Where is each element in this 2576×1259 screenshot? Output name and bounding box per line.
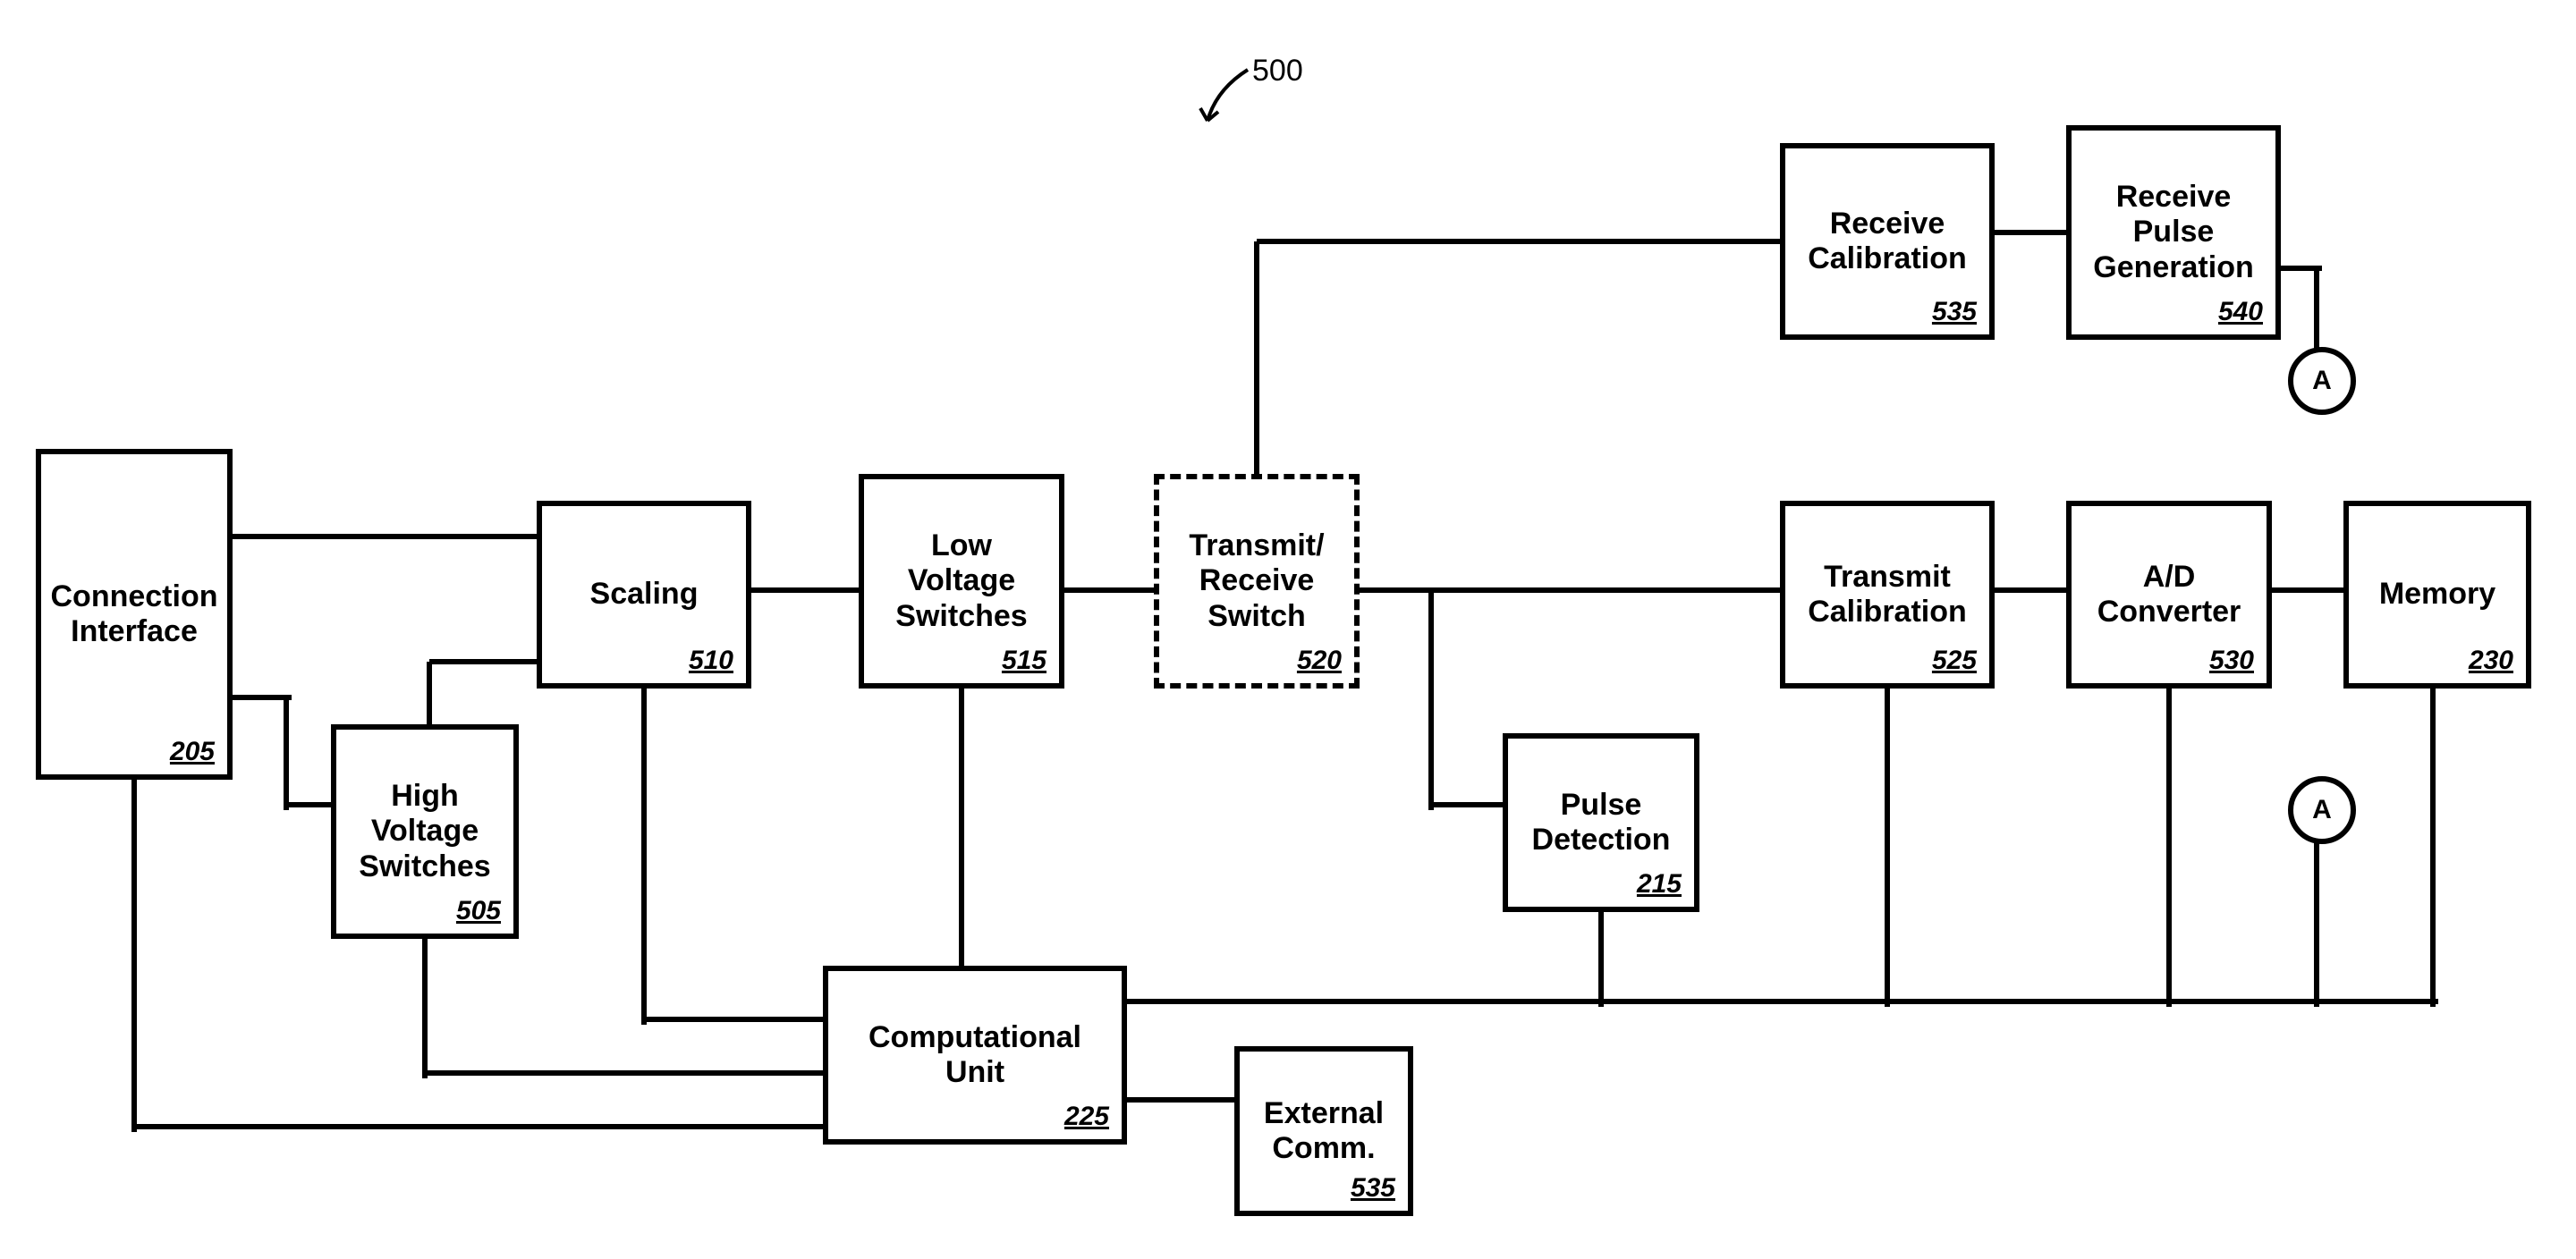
edge-segment	[644, 1017, 828, 1022]
edge-segment	[1254, 241, 1259, 479]
edge-segment	[2314, 268, 2319, 352]
edge-segment	[1360, 587, 1785, 593]
block-scaling: Scaling 510	[537, 501, 751, 689]
block-ref: 530	[2209, 646, 2254, 676]
edge-segment	[422, 939, 428, 1078]
block-ref: 535	[1932, 297, 1977, 327]
figure-label-arrow	[1167, 63, 1275, 143]
edge-segment	[1995, 230, 2072, 235]
block-ref: 525	[1932, 646, 1977, 676]
block-label: Transmit Calibration	[1808, 560, 1967, 630]
block-label: Scaling	[590, 577, 699, 612]
block-ref: 520	[1297, 646, 1342, 676]
edge-segment	[1064, 587, 1159, 593]
edge-segment	[233, 534, 542, 539]
block-label: Pulse Detection	[1532, 788, 1671, 858]
block-low_voltage: Low Voltage Switches 515	[859, 474, 1064, 689]
edge-segment	[286, 802, 336, 807]
block-ad_converter: A/D Converter 530	[2066, 501, 2272, 689]
block-ref: 205	[170, 737, 215, 767]
block-ref: 535	[1351, 1173, 1395, 1204]
block-connection_interface: Connection Interface 205	[36, 449, 233, 780]
block-label: Connection Interface	[51, 579, 218, 649]
edge-segment	[284, 697, 289, 810]
edge-segment	[1257, 239, 1785, 244]
block-label: Memory	[2379, 577, 2496, 612]
block-label: External Comm.	[1264, 1096, 1384, 1166]
block-ref: 225	[1064, 1102, 1109, 1132]
block-label: High Voltage Switches	[359, 779, 490, 883]
block-label: Receive Calibration	[1808, 207, 1967, 276]
block-ref: 510	[689, 646, 733, 676]
block-external_comm: External Comm. 535	[1234, 1046, 1413, 1216]
edge-segment	[959, 689, 964, 971]
edge-segment	[134, 1124, 828, 1129]
edge-segment	[1885, 689, 1890, 1007]
block-receive_pulse_gen: Receive Pulse Generation 540	[2066, 125, 2281, 340]
block-ref: 230	[2469, 646, 2513, 676]
edge-segment	[1127, 999, 2438, 1004]
connector-label: A	[2312, 795, 2332, 825]
edge-segment	[425, 1070, 828, 1076]
edge-segment	[2272, 587, 2349, 593]
block-receive_calibration: Receive Calibration 535	[1780, 143, 1995, 340]
block-ref: 505	[456, 896, 501, 926]
block-memory: Memory 230	[2343, 501, 2531, 689]
edge-segment	[2430, 689, 2436, 1007]
block-computational_unit: Computational Unit 225	[823, 966, 1127, 1145]
edge-segment	[427, 662, 432, 730]
block-label: Receive Pulse Generation	[2093, 180, 2253, 284]
edge-segment	[1995, 587, 2072, 593]
connector-label: A	[2312, 366, 2332, 396]
edge-segment	[1127, 1097, 1240, 1103]
edge-segment	[641, 689, 647, 1025]
block-label: A/D Converter	[2097, 560, 2241, 630]
block-tx_rx_switch: Transmit/ Receive Switch 520	[1154, 474, 1360, 689]
edge-segment	[2166, 689, 2172, 1007]
block-high_voltage: High Voltage Switches 505	[331, 724, 519, 939]
edge-segment	[1431, 802, 1508, 807]
block-label: Low Voltage Switches	[895, 528, 1027, 633]
edge-segment	[751, 587, 864, 593]
block-ref: 215	[1637, 869, 1682, 900]
edge-segment	[131, 780, 137, 1132]
connector-a_bottom: A	[2288, 776, 2356, 844]
block-ref: 540	[2218, 297, 2263, 327]
edge-segment	[2314, 833, 2319, 1007]
edge-segment	[429, 659, 542, 664]
connector-a_top: A	[2288, 347, 2356, 415]
block-label: Computational Unit	[869, 1020, 1081, 1090]
block-ref: 515	[1002, 646, 1046, 676]
block-pulse_detection: Pulse Detection 215	[1503, 733, 1699, 912]
edge-segment	[1428, 590, 1434, 810]
block-label: Transmit/ Receive Switch	[1189, 528, 1324, 633]
block-transmit_calibration: Transmit Calibration 525	[1780, 501, 1995, 689]
edge-segment	[1598, 912, 1604, 1007]
